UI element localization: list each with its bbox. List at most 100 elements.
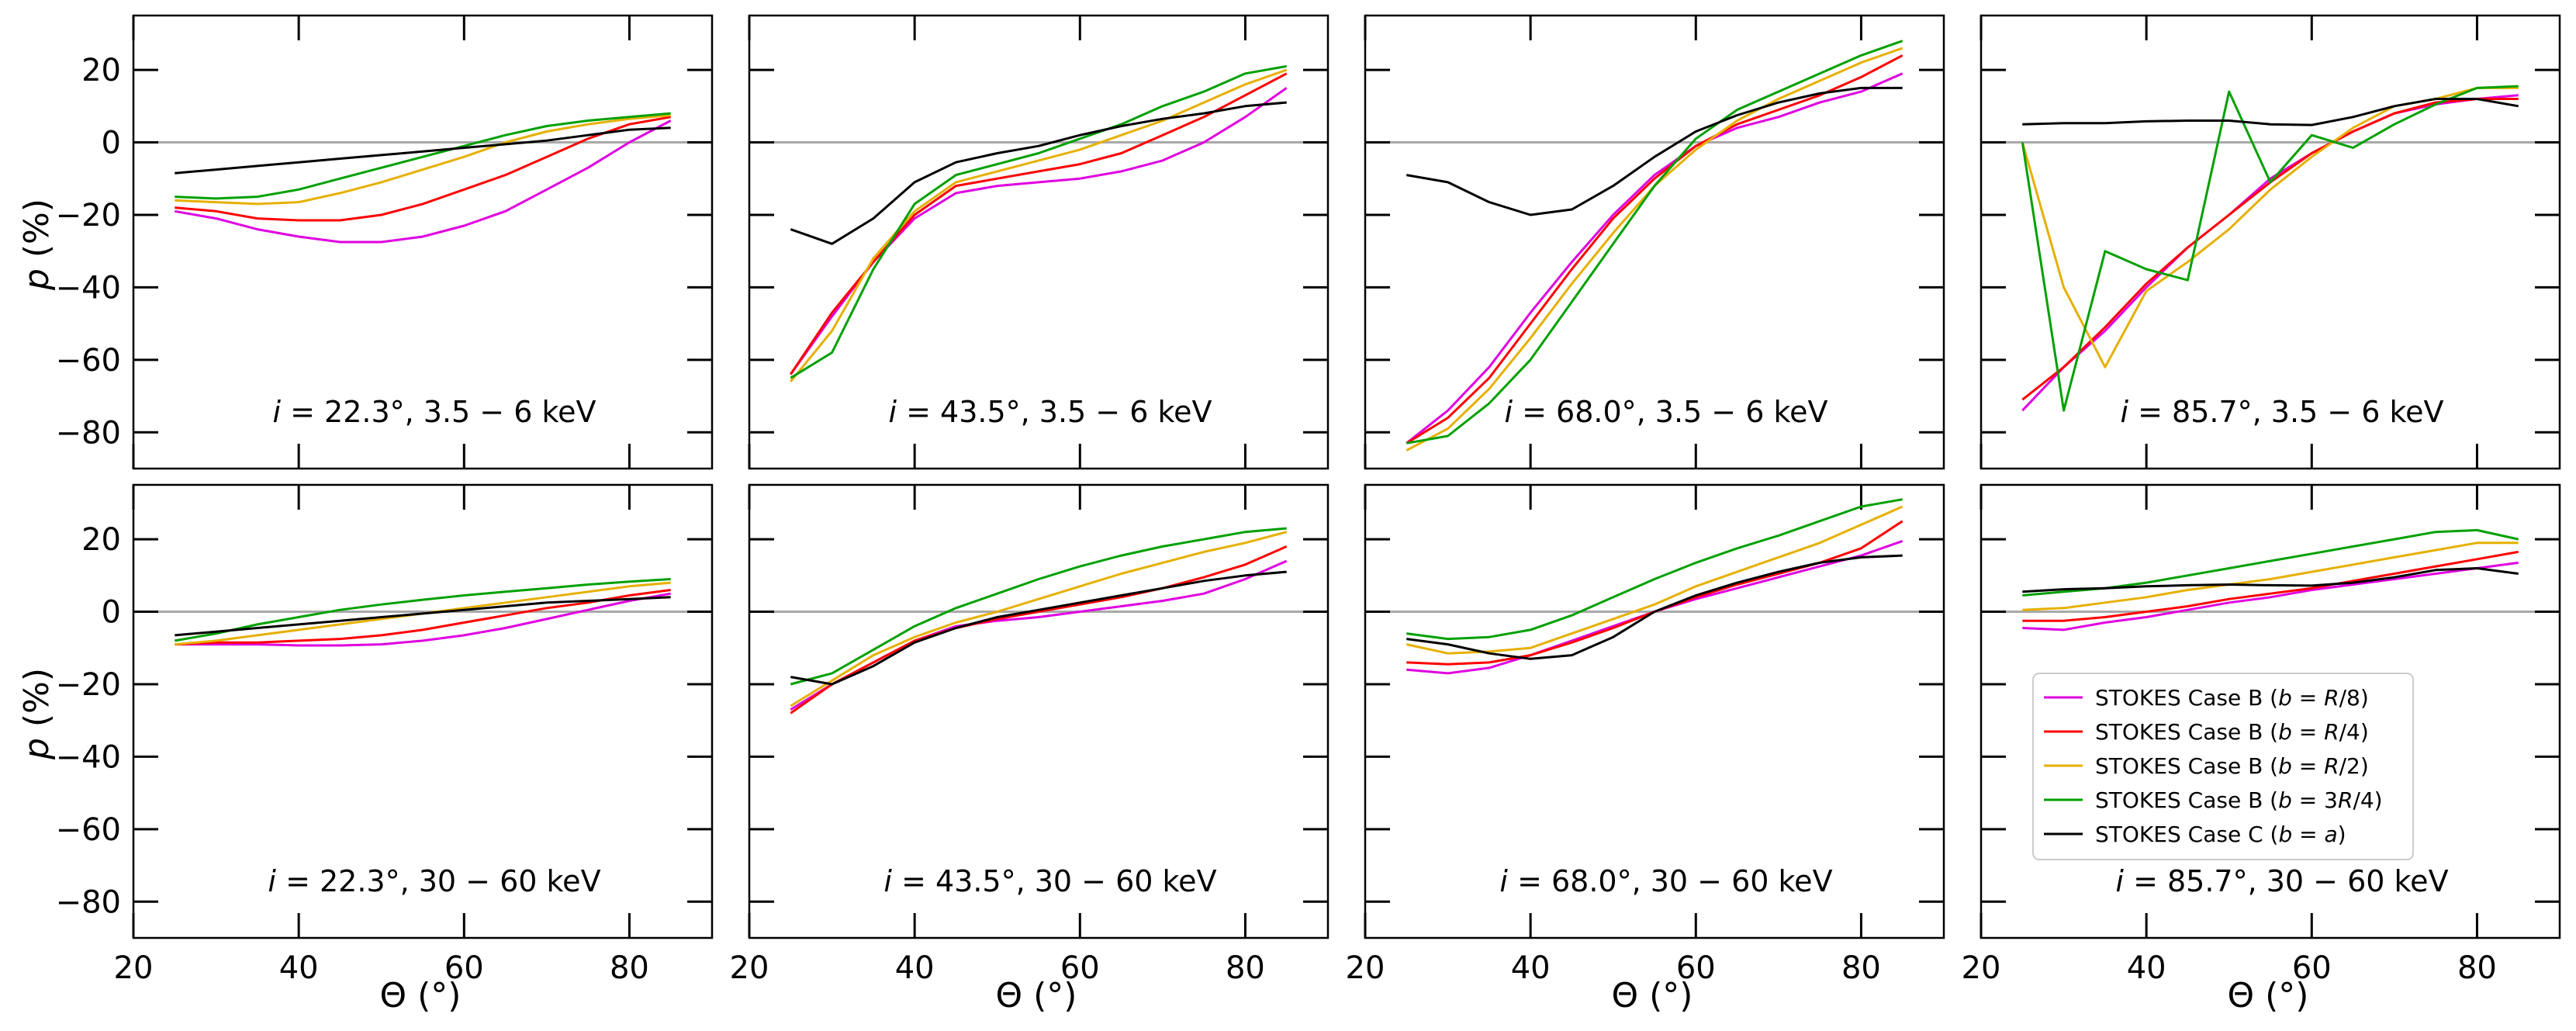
series-line-5 [1406,86,1903,216]
panel-label: i = 43.5°, 3.5 − 6 keV [888,395,1212,429]
y-tick-label: 20 [81,522,121,558]
panels-grid: −80 −60 −40 −20 0 20 i = 22.3°, 3.5 − 6 keV i =… [56,14,2561,986]
x-tick-label: 20 [1962,950,2001,986]
panel-frame [1364,14,1945,470]
x-tick-label: 20 [730,950,769,986]
x-tick-label: 60 [1676,950,1716,986]
series-line-5 [2022,567,2519,593]
series-line-3 [790,531,1288,708]
series-line-4 [790,64,1287,379]
x-tick-label: 60 [1060,950,1100,986]
legend-box [2032,673,2414,860]
series-line-2 [1406,54,1903,445]
y-tick-label: −20 [56,667,121,703]
x-axis-title-1: Θ (°) [380,976,462,1015]
x-tick-label: 80 [2457,950,2497,986]
panel-label: i = 68.0°, 3.5 − 6 keV [1504,395,1827,429]
series-line-5 [175,126,671,175]
legend-label-1: STOKES Case B (b = R/8) [2095,685,2369,711]
series-line-3 [175,114,671,206]
y-tick-label: −60 [56,812,121,848]
panel-6: 20 40 60 80 i = 43.5°, 30 − 60 keV [730,483,1329,986]
series-line-4 [175,578,671,642]
panel-label: i = 43.5°, 30 − 60 keV [883,864,1216,898]
series-line-5 [790,101,1287,245]
x-axis-title-3: Θ (°) [1612,976,1693,1015]
series-line-4 [1406,498,1903,641]
panel-8: 20 40 60 80 i = 85.7°, 30 − 60 keV [1962,483,2561,986]
panel-frame [748,14,1329,470]
series-line-3 [1406,47,1903,451]
series-line-2 [2022,550,2519,622]
series-line-1 [790,87,1288,375]
panel-1: −80 −60 −40 −20 0 20 i = 22.3°, 3.5 − 6 keV [56,14,714,470]
series-line-5 [790,570,1287,686]
panel-label: i = 22.3°, 30 − 60 keV [268,864,600,898]
panel-frame [132,483,714,939]
series-line-4 [790,527,1287,686]
legend-label-3: STOKES Case B (b = R/2) [2095,753,2369,779]
panel-frame [1980,483,2561,939]
x-tick-label: 40 [279,950,319,986]
series-line-3 [2021,86,2519,368]
y-tick-label: 20 [81,53,121,88]
series-line-5 [1406,554,1903,660]
panel-label: i = 68.0°, 30 − 60 keV [1499,864,1832,898]
series-line-3 [2022,541,2519,611]
panel-3: i = 68.0°, 3.5 − 6 keV [1364,14,1945,470]
panel-frame [1980,14,2561,470]
x-tick-label: 80 [610,950,649,986]
legend-label-2: STOKES Case B (b = R/4) [2095,719,2369,745]
series-line-3 [1406,505,1903,655]
legend-label-5: STOKES Case C (b = a) [2095,822,2346,847]
series-line-4 [1406,40,1903,445]
series-line-2 [175,589,671,646]
panel-label: i = 85.7°, 30 − 60 keV [2115,864,2448,898]
panel-2: i = 43.5°, 3.5 − 6 keV [748,14,1329,470]
y-tick-label: 0 [102,595,121,631]
y-tick-label: −60 [56,343,121,379]
legend-label-4: STOKES Case B (b = 3R/4) [2095,787,2383,813]
panel-label: i = 22.3°, 3.5 − 6 keV [272,395,596,429]
x-tick-label: 20 [114,950,154,986]
series-line-5 [2022,98,2519,126]
legend: STOKES Case B (b = R/8) STOKES Case B (b … [2032,673,2414,860]
y-tick-label: −80 [56,884,121,920]
series-line-2 [1406,520,1903,666]
x-tick-label: 80 [1841,950,1881,986]
panel-5: −80 −60 −40 −20 0 20 20 40 60 80 i = 22.3°, 30 − 6… [56,483,714,986]
series-line-1 [175,119,672,244]
x-tick-label: 80 [1226,950,1265,986]
y-axis-title-top: p (%) [17,199,57,291]
x-tick-label: 40 [895,950,935,986]
y-tick-label: −80 [56,415,121,451]
panel-4: i = 85.7°, 3.5 − 6 keV [1980,14,2561,470]
panel-frame [1364,483,1945,939]
series-line-2 [790,72,1288,375]
series-line-2 [790,545,1288,714]
y-tick-label: 0 [102,126,121,161]
series-line-1 [790,559,1288,711]
series-line-1 [2022,561,2519,631]
panel-label: i = 85.7°, 3.5 − 6 keV [2120,395,2443,429]
x-tick-label: 60 [444,950,484,986]
y-tick-label: −40 [56,739,121,775]
series-line-3 [790,68,1288,382]
series-line-5 [175,596,671,637]
x-tick-label: 60 [2292,950,2332,986]
x-tick-label: 20 [1346,950,1385,986]
x-tick-label: 40 [1511,950,1551,986]
series-line-1 [175,592,671,647]
x-axis-title-2: Θ (°) [996,976,1077,1015]
x-tick-label: 40 [2127,950,2166,986]
y-axis-title-bottom: p (%) [17,668,57,760]
panel-frame [132,14,714,470]
y-tick-label: −40 [56,270,121,306]
y-tick-label: −20 [56,198,121,234]
series-line-4 [2021,85,2519,412]
x-axis-title-4: Θ (°) [2228,976,2309,1015]
series-line-4 [175,112,671,200]
panel-frame [748,483,1329,939]
series-line-2 [2021,98,2519,401]
